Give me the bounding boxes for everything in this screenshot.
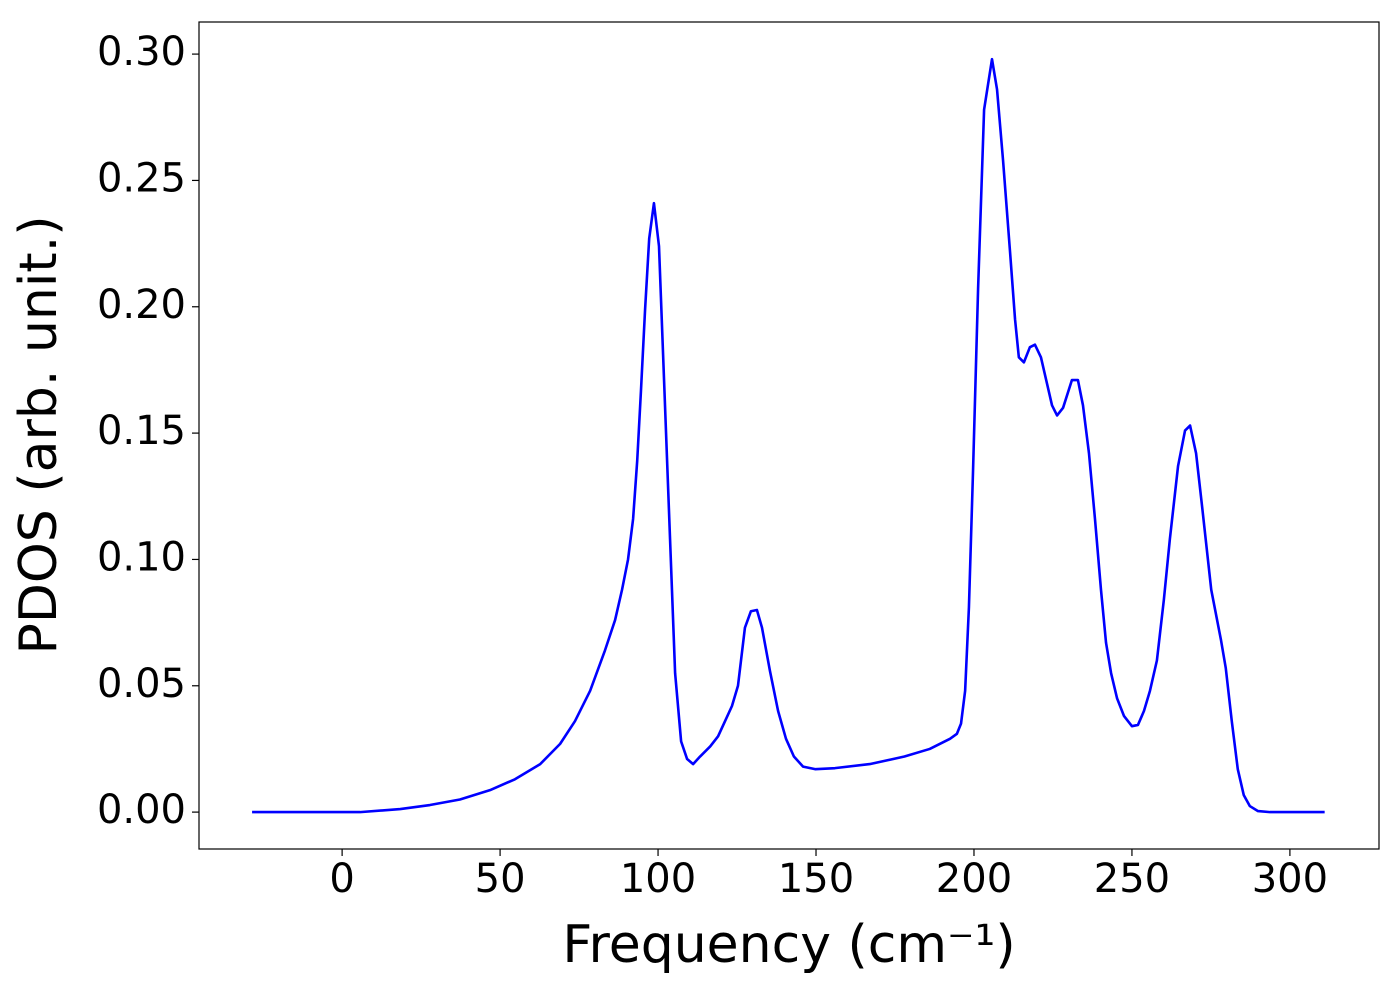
data-line (252, 57, 1325, 814)
y-tick-label: 0.10 (97, 534, 186, 580)
x-tick-label: 300 (1252, 856, 1328, 902)
x-axis-label: Frequency (cm⁻¹) (562, 915, 1015, 975)
y-tick-label: 0.30 (97, 29, 186, 75)
x-tick-label: 50 (475, 856, 526, 902)
x-tick-label: 250 (1094, 856, 1170, 902)
x-tick-label: 0 (329, 856, 354, 902)
y-tick-label: 0.05 (97, 661, 186, 707)
y-tick-label: 0.20 (97, 282, 186, 328)
x-tick-label: 100 (620, 856, 696, 902)
y-tick-label: 0.00 (97, 787, 186, 833)
plot-frame (198, 21, 1380, 850)
y-tick-label: 0.15 (97, 408, 186, 454)
x-tick-label: 150 (778, 856, 854, 902)
x-tick-label: 200 (936, 856, 1012, 902)
y-tick-label: 0.25 (97, 155, 186, 201)
y-axis-label: PDOS (arb. unit.) (9, 215, 69, 654)
